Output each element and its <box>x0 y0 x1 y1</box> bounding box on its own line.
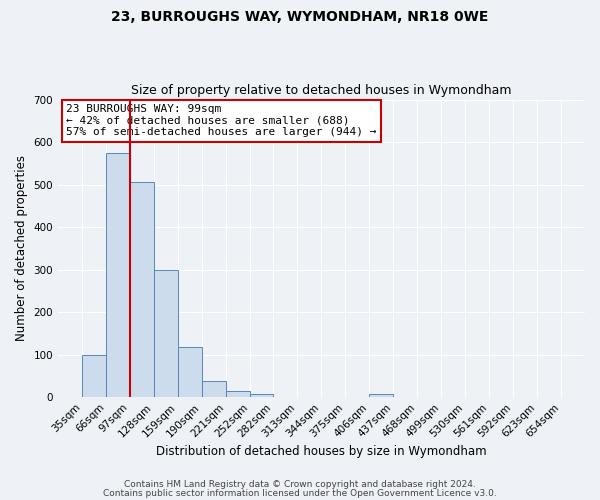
Bar <box>178 347 202 397</box>
Y-axis label: Number of detached properties: Number of detached properties <box>15 156 28 342</box>
Text: Contains HM Land Registry data © Crown copyright and database right 2024.: Contains HM Land Registry data © Crown c… <box>124 480 476 489</box>
Bar <box>82 354 106 397</box>
Text: Contains public sector information licensed under the Open Government Licence v3: Contains public sector information licen… <box>103 488 497 498</box>
X-axis label: Distribution of detached houses by size in Wymondham: Distribution of detached houses by size … <box>156 444 487 458</box>
Bar <box>369 394 393 397</box>
Bar <box>202 382 226 397</box>
Bar <box>154 270 178 397</box>
Bar <box>130 182 154 397</box>
Text: 23, BURROUGHS WAY, WYMONDHAM, NR18 0WE: 23, BURROUGHS WAY, WYMONDHAM, NR18 0WE <box>112 10 488 24</box>
Title: Size of property relative to detached houses in Wymondham: Size of property relative to detached ho… <box>131 84 512 97</box>
Bar <box>106 152 130 397</box>
Text: 23 BURROUGHS WAY: 99sqm
← 42% of detached houses are smaller (688)
57% of semi-d: 23 BURROUGHS WAY: 99sqm ← 42% of detache… <box>66 104 376 137</box>
Bar <box>250 394 273 397</box>
Bar <box>226 392 250 397</box>
